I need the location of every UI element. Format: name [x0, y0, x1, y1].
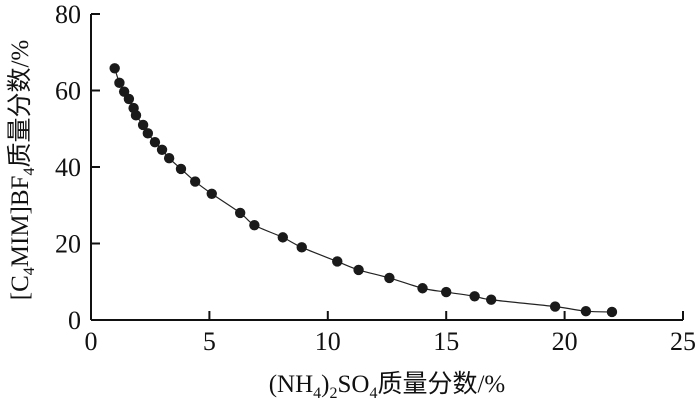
subscript: 4 [21, 168, 38, 176]
x-tick-label: 5 [203, 327, 216, 356]
x-tick-label: 0 [85, 327, 98, 356]
x-tick-label: 20 [552, 327, 578, 356]
label-part: MIM]BF [7, 176, 34, 268]
label-part: [C [7, 275, 34, 300]
data-point [249, 219, 260, 231]
data-point [206, 188, 217, 199]
data-point [353, 264, 364, 276]
data-point [296, 242, 307, 253]
label-part: 质量分数/% [6, 40, 34, 168]
y-tick-label: 80 [55, 0, 81, 29]
data-point [384, 272, 395, 284]
label-part: ) [321, 371, 329, 398]
y-tick-label: 0 [68, 306, 81, 335]
data-point [441, 286, 452, 298]
x-tick-label: 15 [433, 327, 459, 356]
data-point [332, 256, 343, 267]
label-part: SO [338, 371, 370, 398]
data-point [277, 232, 289, 243]
data-point [189, 176, 201, 187]
data-point [137, 119, 149, 131]
data-point [234, 207, 246, 219]
data-points [109, 63, 618, 318]
axis-labels: (NH4)2SO4质量分数/%[C4MIM]BF4质量分数/% [6, 40, 505, 401]
data-point [156, 144, 168, 155]
data-point [123, 93, 135, 105]
subscript: 4 [21, 267, 38, 275]
subscript: 4 [313, 385, 321, 401]
subscript: 4 [369, 385, 377, 401]
data-point [580, 306, 592, 317]
data-point [549, 301, 561, 312]
data-point [142, 128, 154, 139]
y-tick-label: 60 [55, 77, 81, 106]
label-part: (NH [269, 371, 313, 398]
axes: 0 20 40 60 80 0 5 10 15 20 25 [55, 0, 696, 356]
fit-curve [114, 68, 612, 313]
data-point [469, 291, 480, 302]
data-point [417, 283, 428, 294]
y-tick-label: 40 [55, 153, 81, 182]
fit-curve-group [114, 68, 612, 313]
data-point [485, 294, 497, 305]
x-tick-label: 10 [315, 327, 341, 356]
data-point [163, 153, 175, 164]
label-part: 质量分数/% [377, 370, 505, 398]
data-point [130, 110, 142, 121]
x-tick-label: 25 [670, 327, 696, 356]
y-axis-title: [C4MIM]BF4质量分数/% [6, 40, 38, 300]
data-point [114, 77, 125, 89]
data-point [109, 63, 120, 74]
x-axis-title: (NH4)2SO4质量分数/% [269, 370, 506, 401]
data-point [606, 306, 618, 318]
data-point [175, 163, 187, 175]
data-point [149, 136, 161, 148]
y-tick-label: 20 [55, 230, 81, 259]
subscript: 2 [330, 385, 338, 401]
